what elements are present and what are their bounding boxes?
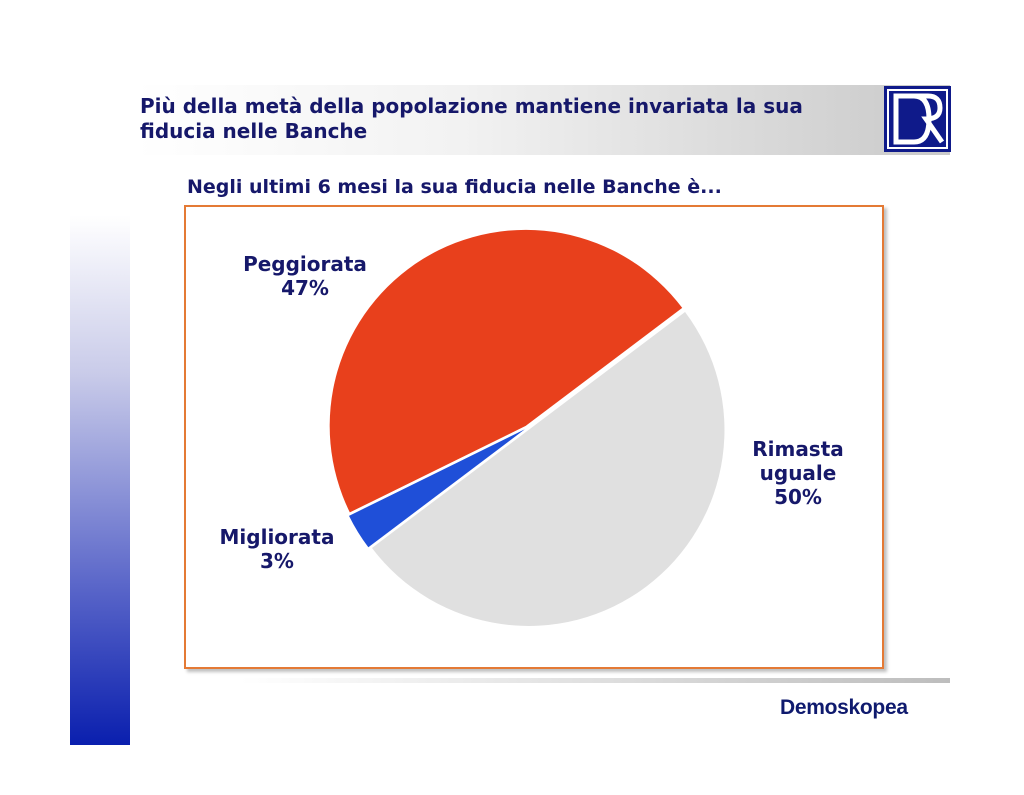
- slice-value-label-peggiorata: 47%: [281, 276, 329, 300]
- chart-title: Negli ultimi 6 mesi la sua fiducia nelle…: [187, 176, 722, 198]
- logo-mark-icon: [887, 89, 948, 149]
- page-title-line-1: Più della metà della popolazione mantien…: [140, 94, 803, 118]
- pie-slice-peggiorata: [329, 229, 683, 513]
- pie-slice-migliorata: [349, 429, 525, 548]
- side-gradient-bar: [70, 215, 130, 745]
- company-logo: [884, 86, 951, 152]
- page-title: Più della metà della popolazione mantien…: [140, 94, 875, 144]
- title-band: [135, 85, 950, 155]
- footer-divider: [240, 678, 950, 683]
- pie-slice-rimasta-uguale: [371, 312, 725, 626]
- slice-label-peggiorata: Peggiorata: [243, 252, 367, 276]
- slice-value-label-migliorata: 3%: [260, 549, 294, 573]
- brand-name: Demoskopea: [780, 696, 908, 719]
- slice-label-migliorata: Migliorata: [220, 525, 335, 549]
- page-title-line-2: fiducia nelle Banche: [140, 119, 368, 143]
- slice-label-rimasta-uguale: Rimasta: [752, 437, 844, 461]
- slice-label-rimasta-uguale: uguale: [760, 461, 837, 485]
- slice-value-label-rimasta-uguale: 50%: [774, 485, 822, 509]
